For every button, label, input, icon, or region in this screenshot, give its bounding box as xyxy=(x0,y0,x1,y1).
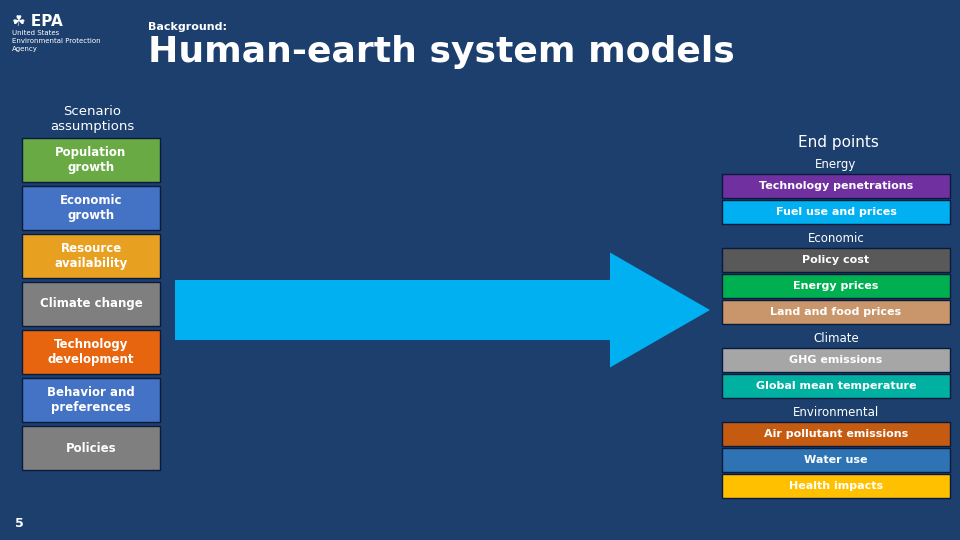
FancyBboxPatch shape xyxy=(22,138,160,182)
Text: Climate change: Climate change xyxy=(39,298,142,310)
FancyBboxPatch shape xyxy=(722,422,950,446)
FancyBboxPatch shape xyxy=(22,186,160,230)
Text: Air pollutant emissions: Air pollutant emissions xyxy=(764,429,908,439)
Text: Health impacts: Health impacts xyxy=(789,481,883,491)
Text: 5: 5 xyxy=(15,517,24,530)
Text: Resource
availability: Resource availability xyxy=(55,242,128,270)
FancyBboxPatch shape xyxy=(5,5,135,70)
Text: Background:: Background: xyxy=(148,22,227,32)
Text: Global mean temperature: Global mean temperature xyxy=(756,381,916,391)
Text: ☘ EPA: ☘ EPA xyxy=(12,14,62,29)
FancyBboxPatch shape xyxy=(22,330,160,374)
FancyBboxPatch shape xyxy=(722,274,950,298)
Text: Economic
growth: Economic growth xyxy=(60,194,122,222)
Text: Scenario
assumptions: Scenario assumptions xyxy=(50,105,134,133)
FancyBboxPatch shape xyxy=(722,200,950,224)
Polygon shape xyxy=(175,253,710,368)
Text: Fuel use and prices: Fuel use and prices xyxy=(776,207,897,217)
Text: Environmental: Environmental xyxy=(793,406,879,419)
FancyBboxPatch shape xyxy=(722,348,950,372)
Text: Energy: Energy xyxy=(815,158,856,171)
Text: Economic: Economic xyxy=(807,232,864,245)
Text: Water use: Water use xyxy=(804,455,868,465)
FancyBboxPatch shape xyxy=(722,474,950,498)
FancyBboxPatch shape xyxy=(722,248,950,272)
FancyBboxPatch shape xyxy=(22,426,160,470)
FancyBboxPatch shape xyxy=(722,374,950,398)
Text: Population
growth: Population growth xyxy=(56,146,127,174)
FancyBboxPatch shape xyxy=(22,282,160,326)
Text: GHG emissions: GHG emissions xyxy=(789,355,882,365)
Text: Technology
development: Technology development xyxy=(48,338,134,366)
Text: Land and food prices: Land and food prices xyxy=(771,307,901,317)
Text: Technology penetrations: Technology penetrations xyxy=(758,181,913,191)
Text: Human-earth system models: Human-earth system models xyxy=(148,35,734,69)
Text: Behavior and
preferences: Behavior and preferences xyxy=(47,386,134,414)
FancyBboxPatch shape xyxy=(722,300,950,324)
Text: Energy prices: Energy prices xyxy=(793,281,878,291)
Text: End points: End points xyxy=(798,135,878,150)
Text: Policies: Policies xyxy=(65,442,116,455)
Text: Policy cost: Policy cost xyxy=(803,255,870,265)
FancyBboxPatch shape xyxy=(22,378,160,422)
Text: Climate: Climate xyxy=(813,332,859,345)
Text: United States
Environmental Protection
Agency: United States Environmental Protection A… xyxy=(12,30,101,52)
FancyBboxPatch shape xyxy=(722,448,950,472)
FancyBboxPatch shape xyxy=(722,174,950,198)
FancyBboxPatch shape xyxy=(22,234,160,278)
